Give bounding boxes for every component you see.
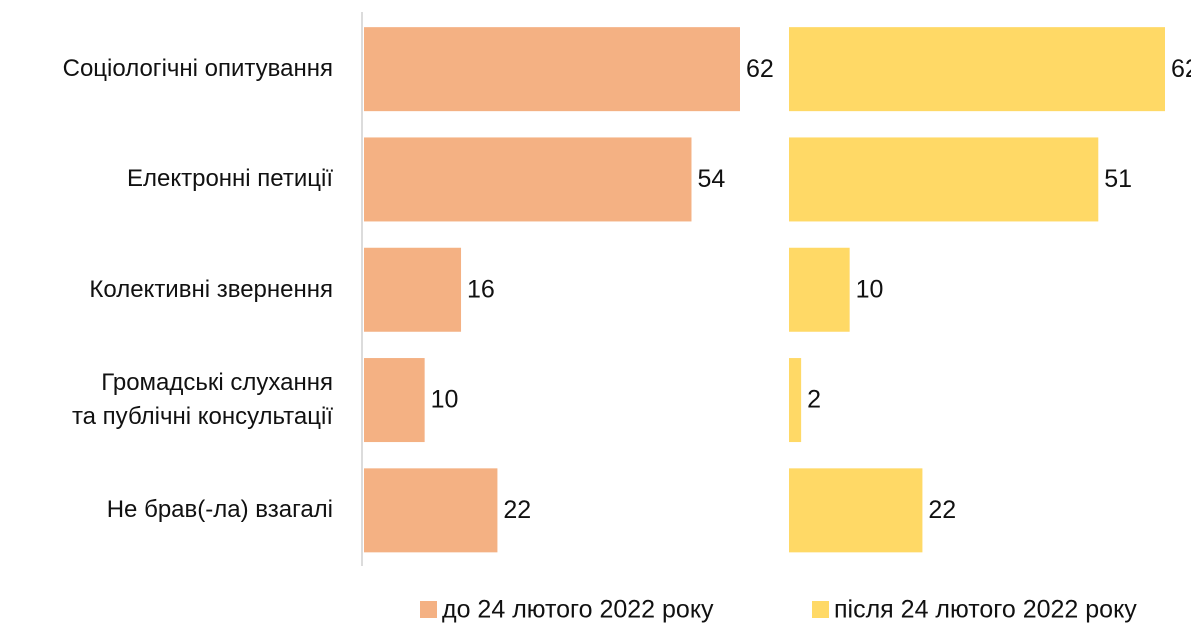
value-label: 22 — [928, 496, 956, 524]
bar — [364, 468, 498, 553]
bar — [789, 27, 1165, 112]
value-label: 16 — [467, 275, 495, 303]
legend-label: до 24 лютого 2022 року — [442, 596, 714, 624]
bar — [364, 247, 462, 332]
legend-label: після 24 лютого 2022 року — [834, 596, 1137, 624]
value-label: 10 — [856, 275, 884, 303]
bar — [364, 137, 692, 222]
value-label: 22 — [503, 496, 531, 524]
value-label: 62 — [1171, 55, 1191, 83]
category-label: Не брав(-ла) взагалі — [106, 496, 333, 524]
category-label: Електронні петиції — [126, 165, 333, 193]
value-label: 10 — [431, 386, 459, 414]
value-label: 54 — [697, 165, 725, 193]
bar — [364, 358, 425, 443]
category-label: Громадські слухання та публічні консульт… — [71, 369, 333, 431]
legend-swatch — [420, 601, 437, 618]
legend-swatch — [812, 601, 829, 618]
value-label: 51 — [1104, 165, 1132, 193]
category-label: Колективні звернення — [89, 275, 333, 303]
value-label: 62 — [746, 55, 774, 83]
bar — [364, 27, 740, 112]
category-label: Соціологічні опитування — [62, 55, 333, 83]
bar — [789, 137, 1099, 222]
bar — [789, 247, 850, 332]
value-label: 2 — [807, 386, 821, 414]
bar — [789, 468, 923, 553]
bar — [789, 358, 802, 443]
